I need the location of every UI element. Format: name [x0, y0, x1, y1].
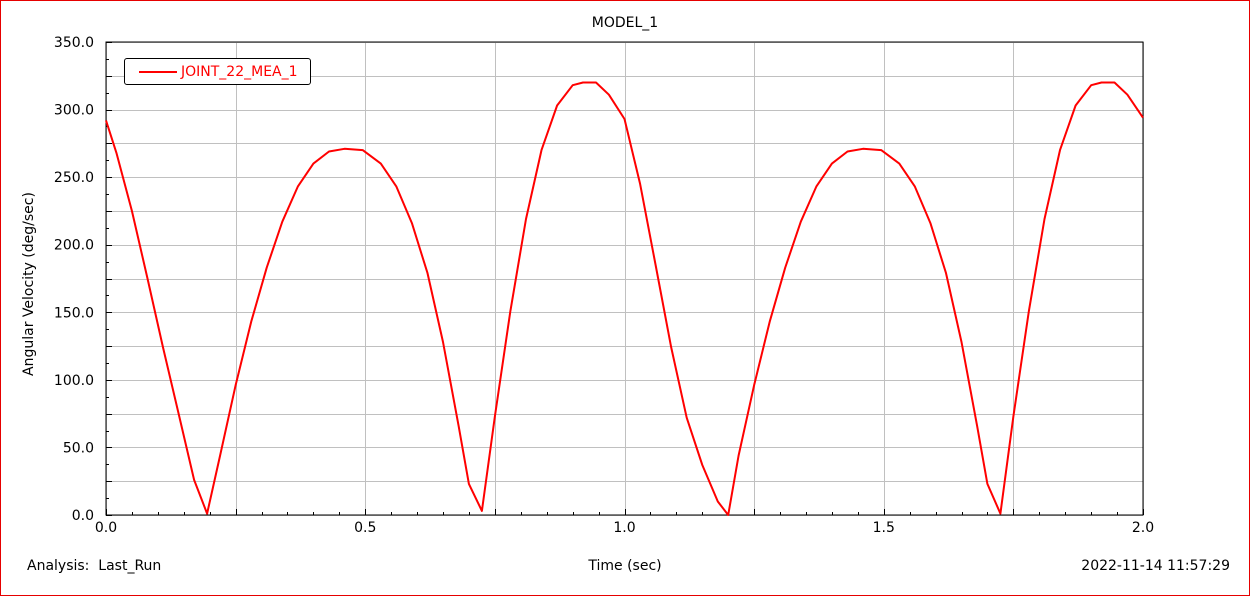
series-line — [105, 81, 1144, 516]
x-tick-label: 0.5 — [354, 520, 376, 536]
legend-label: JOINT_22_MEA_1 — [181, 63, 298, 80]
x-tick-label: 2.0 — [1132, 520, 1154, 536]
y-tick-label: 150.0 — [54, 305, 94, 321]
y-tick-label: 50.0 — [63, 440, 94, 456]
y-tick-labels: 0.0 50.0 100.0 150.0 200.0 250.0 300.0 350.0 — [54, 35, 94, 524]
x-tick-label: 1.5 — [873, 520, 895, 536]
legend-swatch — [139, 70, 177, 73]
grid-lines — [106, 42, 1144, 516]
y-tick-label: 0.0 — [72, 508, 94, 524]
chart-title: MODEL_1 — [591, 15, 659, 31]
legend[interactable]: JOINT_22_MEA_1 — [124, 58, 311, 85]
x-axis-label: Time (sec) — [588, 558, 662, 574]
y-tick-label: 100.0 — [54, 373, 94, 389]
x-tick-label: 1.0 — [613, 520, 635, 536]
y-tick-label: 350.0 — [54, 35, 94, 51]
y-tick-label: 250.0 — [54, 170, 94, 186]
x-tick-labels: 0.0 0.5 1.0 1.5 2.0 — [95, 520, 1154, 536]
y-tick-label: 300.0 — [54, 103, 94, 119]
x-tick-label: 0.0 — [95, 520, 117, 536]
series-layer — [105, 81, 1144, 516]
y-axis-label: Angular Velocity (deg/sec) — [21, 192, 37, 376]
timestamp: 2022-11-14 11:57:29 — [1081, 558, 1230, 574]
analysis-label: Analysis: Last_Run — [27, 558, 162, 574]
plot-border — [105, 41, 1144, 516]
y-tick-label: 200.0 — [54, 238, 94, 254]
